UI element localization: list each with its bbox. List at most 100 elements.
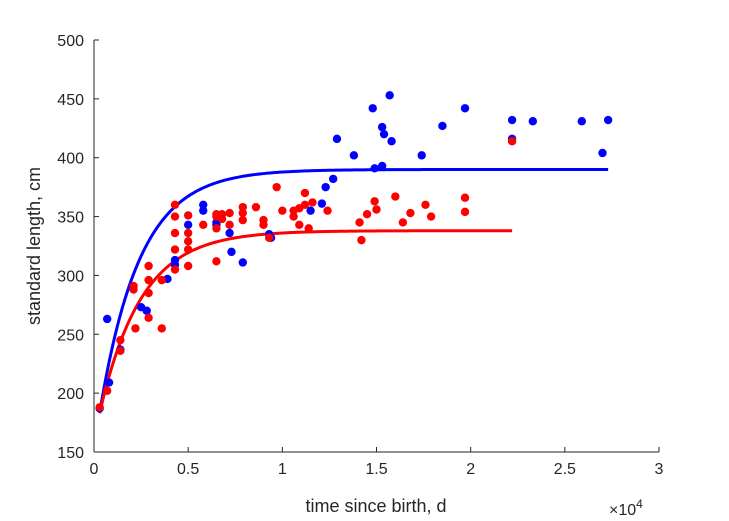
data-point <box>199 206 208 215</box>
y-tick-label: 300 <box>57 268 84 285</box>
data-point <box>144 288 153 298</box>
data-point <box>438 121 447 131</box>
data-point <box>170 212 180 221</box>
data-point <box>225 228 234 238</box>
data-point <box>170 265 180 274</box>
data-point <box>317 199 327 208</box>
data-point <box>251 202 261 212</box>
data-point <box>306 206 315 215</box>
data-point <box>102 314 112 324</box>
data-point <box>387 137 396 146</box>
y-tick-label: 500 <box>57 33 84 50</box>
data-point <box>289 212 298 221</box>
data-point <box>308 198 317 207</box>
data-point <box>278 206 287 215</box>
x-axis-multiplier-exponent: 4 <box>636 497 643 511</box>
x-tick-label: 0 <box>90 461 99 478</box>
y-tick-label: 400 <box>57 151 84 168</box>
axis-ticks: 0 0.5 1 1.5 2 2.5 3 150 200 250 300 350 400 450 500 <box>57 33 663 478</box>
data-point <box>426 212 436 221</box>
data-point <box>183 261 193 271</box>
data-points <box>95 91 613 413</box>
data-point <box>377 161 387 171</box>
data-point <box>507 115 517 125</box>
y-tick-label: 350 <box>57 210 84 227</box>
data-point <box>102 386 112 395</box>
data-point <box>142 306 151 315</box>
data-point <box>370 197 379 206</box>
x-tick-label: 0.5 <box>177 461 199 478</box>
data-point <box>129 285 138 294</box>
data-point <box>300 188 310 198</box>
data-point <box>264 233 274 242</box>
data-point <box>372 205 381 214</box>
y-tick-label: 200 <box>57 386 84 403</box>
data-point <box>259 220 268 230</box>
data-point <box>157 275 166 285</box>
data-point <box>144 313 153 323</box>
data-point <box>227 247 236 257</box>
data-point <box>528 117 538 126</box>
data-point <box>170 228 180 238</box>
data-point <box>95 403 104 412</box>
data-point <box>362 210 372 219</box>
data-point <box>398 218 408 227</box>
data-point <box>460 104 470 113</box>
data-point <box>199 200 208 209</box>
data-point <box>391 192 400 201</box>
data-point <box>598 148 607 158</box>
data-point <box>238 202 247 212</box>
data-point <box>116 346 125 355</box>
data-point <box>577 117 586 126</box>
data-point <box>131 324 140 333</box>
data-point <box>183 245 193 254</box>
data-point <box>144 275 153 285</box>
x-axis-multiplier-base: ×10 <box>609 502 636 519</box>
data-point <box>116 335 125 345</box>
data-point <box>603 115 613 125</box>
x-tick-label: 3 <box>655 461 664 478</box>
data-point <box>385 91 394 100</box>
data-point <box>368 104 377 113</box>
y-tick-label: 150 <box>57 445 84 462</box>
data-point <box>217 214 227 224</box>
data-point <box>370 164 379 173</box>
data-point <box>460 207 470 217</box>
data-point <box>144 261 153 271</box>
fit-curve-2 <box>98 167 609 414</box>
fit-curve-3 <box>98 229 513 414</box>
y-tick-label: 450 <box>57 92 84 109</box>
data-point <box>357 235 366 245</box>
fit-curves <box>98 167 609 414</box>
data-point <box>104 378 114 387</box>
x-tick-label: 1 <box>278 461 287 478</box>
data-point <box>272 182 281 192</box>
x-tick-label: 2.5 <box>554 461 576 478</box>
data-point <box>460 193 470 202</box>
data-point <box>323 206 332 215</box>
data-point <box>349 151 359 160</box>
data-point <box>183 220 193 230</box>
data-point <box>183 211 193 220</box>
data-point <box>238 208 247 218</box>
data-point <box>238 215 247 225</box>
data-point <box>421 200 430 209</box>
data-point <box>507 137 517 146</box>
data-point <box>238 258 247 267</box>
data-point <box>212 257 221 266</box>
data-point <box>295 220 304 230</box>
data-point <box>304 224 313 233</box>
data-point <box>157 324 166 333</box>
data-point <box>406 208 415 218</box>
data-point <box>355 218 364 227</box>
x-tick-label: 2 <box>466 461 475 478</box>
data-point <box>379 129 389 139</box>
data-point <box>212 224 221 233</box>
data-point <box>300 200 310 209</box>
y-axis-label: standard length, cm <box>24 167 44 325</box>
y-tick-label: 250 <box>57 327 84 344</box>
x-tick-label: 1.5 <box>365 461 387 478</box>
data-point <box>377 122 387 132</box>
